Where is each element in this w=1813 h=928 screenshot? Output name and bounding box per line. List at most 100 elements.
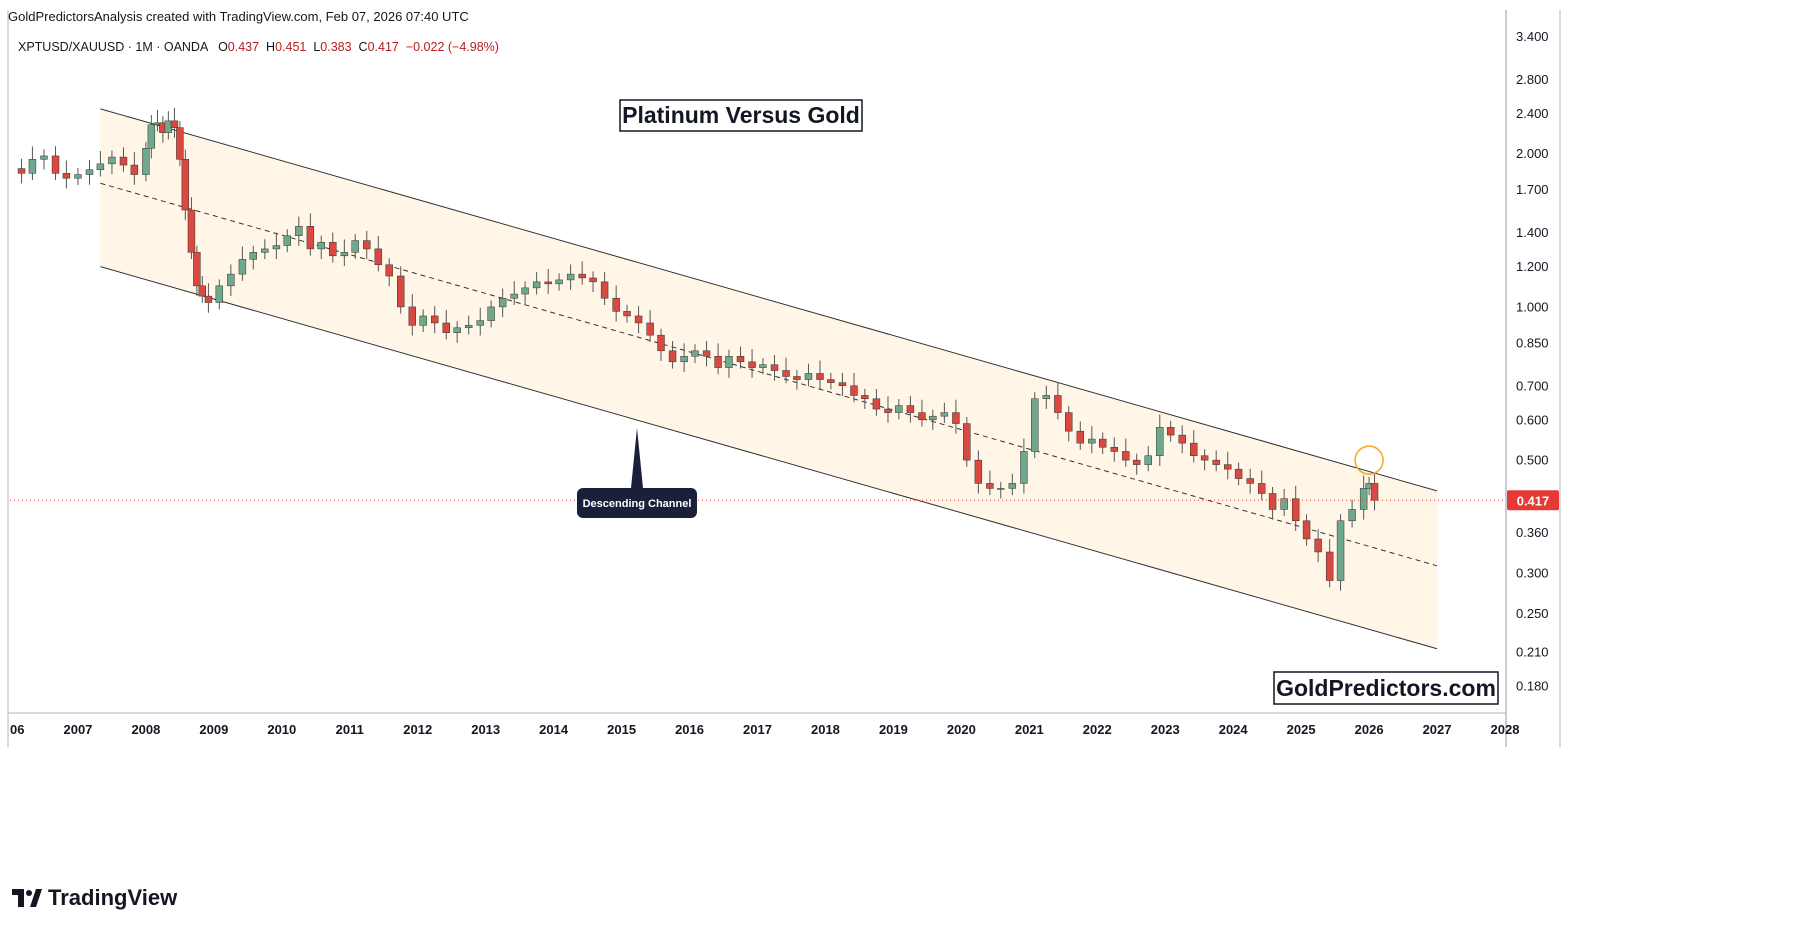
candle <box>498 288 507 318</box>
candle <box>850 372 858 403</box>
candle-down <box>918 412 926 421</box>
candle-down <box>62 173 71 179</box>
candle <box>142 141 150 182</box>
candle <box>668 341 677 369</box>
candle-down <box>646 322 654 336</box>
candle <box>1122 438 1130 467</box>
x-tick-label: 2026 <box>1355 722 1384 737</box>
candle <box>306 213 315 256</box>
candle <box>589 271 597 293</box>
candle <box>827 372 835 390</box>
candle <box>1054 382 1062 420</box>
candle-down <box>1110 447 1118 452</box>
x-tick-label: 2009 <box>199 722 228 737</box>
x-tick-label: 2022 <box>1083 722 1112 737</box>
candle <box>130 152 139 185</box>
candle-up <box>1031 398 1039 452</box>
candle-up <box>351 240 359 253</box>
candle-down <box>634 315 643 324</box>
candle-up <box>419 315 427 326</box>
candle-up <box>227 273 235 287</box>
x-tick-label: 2017 <box>743 722 772 737</box>
x-tick-label: 2011 <box>336 722 364 737</box>
candle <box>193 245 201 297</box>
candle-down <box>431 315 439 324</box>
candle-up <box>340 252 349 257</box>
y-tick-label: 0.500 <box>1516 453 1549 468</box>
candle-up <box>1280 498 1288 510</box>
legend-high: 0.451 <box>275 40 307 54</box>
y-tick-label: 0.300 <box>1516 566 1549 581</box>
candle <box>1088 426 1096 454</box>
candle <box>725 349 733 378</box>
annotation-label: Descending Channel <box>583 498 692 510</box>
descending-channel <box>100 108 1438 650</box>
tradingview-logo[interactable]: TradingView <box>12 885 177 911</box>
legend-close: 0.417 <box>367 40 399 54</box>
candle-down <box>204 295 213 303</box>
candle-down <box>170 120 179 128</box>
x-tick-label: 2019 <box>879 722 908 737</box>
candle-up <box>40 155 48 160</box>
candle-up <box>1020 451 1028 484</box>
candle <box>1156 414 1164 466</box>
candle <box>555 273 563 291</box>
candle-up <box>895 405 903 413</box>
candle-up <box>555 279 563 285</box>
tradingview-brand: TradingView <box>48 885 178 910</box>
candle-up <box>929 415 937 421</box>
candle-down <box>1212 459 1220 465</box>
annotation-box <box>577 488 697 518</box>
candle-down <box>872 398 881 410</box>
candle <box>74 168 82 185</box>
candle <box>181 149 190 221</box>
candle-down <box>130 164 139 175</box>
candle-down <box>1098 438 1107 448</box>
y-tick-label: 0.250 <box>1516 606 1549 621</box>
y-tick-label: 0.850 <box>1516 335 1549 350</box>
candle-down <box>408 306 417 326</box>
y-tick-label: 0.360 <box>1516 525 1549 540</box>
candle-up <box>28 159 37 174</box>
candle <box>1132 453 1141 475</box>
candle-down <box>838 382 847 387</box>
legend-open: 0.437 <box>227 40 260 54</box>
chart-title: Platinum Versus Gold <box>622 102 860 128</box>
candle <box>108 150 116 175</box>
candle <box>119 147 128 172</box>
candle <box>952 399 960 434</box>
candle-up <box>510 293 518 299</box>
candle <box>476 307 484 336</box>
candle <box>804 363 813 387</box>
candle <box>363 230 371 260</box>
candle-down <box>906 405 915 413</box>
candle-down <box>1122 451 1130 461</box>
candle-down <box>861 395 869 400</box>
candle <box>487 300 495 328</box>
x-tick-label: 2018 <box>811 722 840 737</box>
candle <box>997 481 1005 499</box>
candle-down <box>589 277 597 283</box>
chart-title-box <box>619 99 863 132</box>
channel-lower-line <box>100 266 1438 650</box>
candle <box>351 234 359 260</box>
candle-up <box>997 488 1005 490</box>
candle <box>419 309 427 333</box>
candle-up <box>498 297 507 308</box>
last-price-label-bg <box>1507 490 1559 511</box>
candle <box>85 160 94 185</box>
candle-down <box>816 373 824 380</box>
candle <box>793 369 801 390</box>
candle-down <box>198 285 207 297</box>
candle <box>1212 450 1220 472</box>
candle <box>1280 488 1288 517</box>
candle-up <box>96 163 105 170</box>
tradingview-logo-icon <box>12 889 42 907</box>
candle <box>884 396 892 423</box>
candle-up <box>487 306 495 321</box>
candle-down <box>1076 430 1084 444</box>
candle <box>1008 473 1017 496</box>
candle-down <box>306 226 315 250</box>
x-tick-label: 2027 <box>1423 722 1452 737</box>
